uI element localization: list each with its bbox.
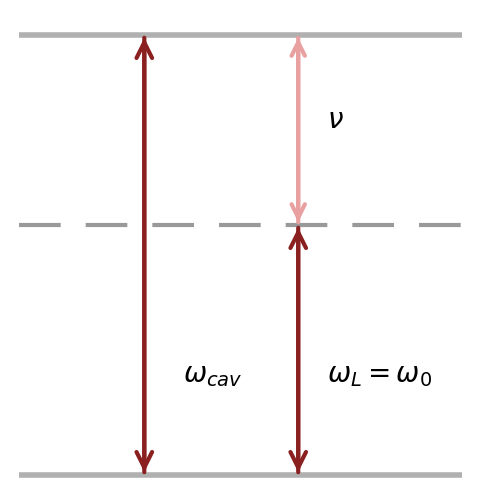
Text: $\omega_L = \omega_0$: $\omega_L = \omega_0$ bbox=[326, 361, 432, 389]
Text: $\omega_{cav}$: $\omega_{cav}$ bbox=[182, 361, 242, 389]
Text: $\nu$: $\nu$ bbox=[326, 106, 343, 134]
